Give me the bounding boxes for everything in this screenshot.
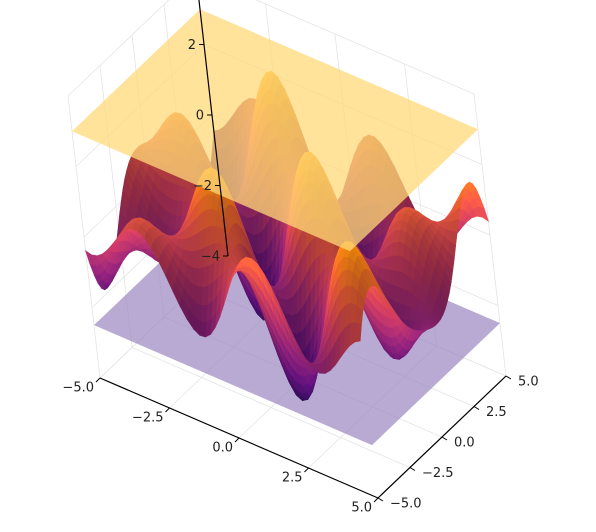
z-tick-1-label: −2 — [193, 179, 212, 194]
y-tick-2-mark — [441, 436, 448, 441]
y-tick-3-mark — [473, 406, 480, 410]
y-tick-0-mark — [377, 497, 384, 502]
x-tick-4-label: 5.0 — [351, 501, 372, 516]
z-wall-left-gridline-4 — [67, 0, 170, 97]
x-tick-3-mark — [304, 467, 309, 473]
y-tick-4-label: 5.0 — [518, 375, 539, 390]
surface-quad — [202, 265, 210, 289]
x-tick-3-label: 2.5 — [282, 471, 303, 486]
z-tick-0-label: −4 — [201, 250, 220, 265]
plane-upper-0 — [72, 9, 478, 252]
x-tick-1-mark — [165, 407, 170, 413]
z-tick-2-label: 0 — [196, 109, 204, 124]
x-tick-0-mark — [95, 377, 101, 383]
y-tick-3-label: 2.5 — [486, 405, 507, 420]
y-tick-2-label: 0.0 — [454, 436, 475, 451]
x-tick-0-label: −5.0 — [62, 381, 94, 396]
z-wall-back-gridline-4 — [255, 0, 475, 95]
z-ticks: −4−2024 — [188, 38, 228, 265]
y-tick-4-mark — [505, 375, 512, 380]
plane-upper — [72, 9, 478, 252]
x-tick-4-mark — [373, 497, 379, 503]
y-tick-1-mark — [409, 467, 416, 471]
y-tick-0-label: −5.0 — [390, 497, 422, 512]
surface-quad — [197, 267, 205, 289]
x-tick-2-mark — [234, 437, 240, 443]
y-floor-gridline-1 — [131, 347, 411, 468]
z-tick-3-label: 2 — [188, 38, 196, 53]
y-tick-1-label: −2.5 — [422, 466, 454, 481]
x-tick-1-label: −2.5 — [132, 411, 164, 426]
x-ticks: −5.0 −2.5 0.0 2.5 5.0 — [62, 377, 379, 516]
y-ticks: −5.0 −2.50.0 2.5 5.0 — [377, 375, 539, 512]
x-tick-2-label: 0.0 — [212, 441, 233, 456]
surface-quad — [354, 322, 362, 343]
